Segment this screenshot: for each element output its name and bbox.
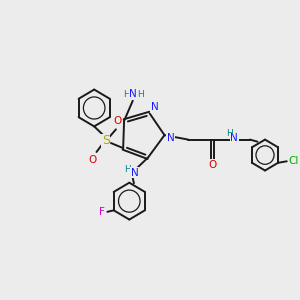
Text: H: H [137, 90, 144, 99]
Text: H: H [124, 90, 130, 99]
Text: O: O [88, 155, 97, 165]
Text: H: H [124, 165, 131, 174]
Text: S: S [102, 134, 110, 147]
Text: F: F [99, 207, 105, 217]
Text: N: N [130, 168, 138, 178]
Text: N: N [130, 89, 137, 99]
Text: O: O [113, 116, 122, 126]
Text: Cl: Cl [289, 156, 299, 166]
Text: N: N [230, 133, 238, 143]
Text: H: H [226, 129, 233, 138]
Text: N: N [167, 133, 175, 142]
Text: N: N [151, 102, 159, 112]
Text: O: O [209, 160, 217, 170]
